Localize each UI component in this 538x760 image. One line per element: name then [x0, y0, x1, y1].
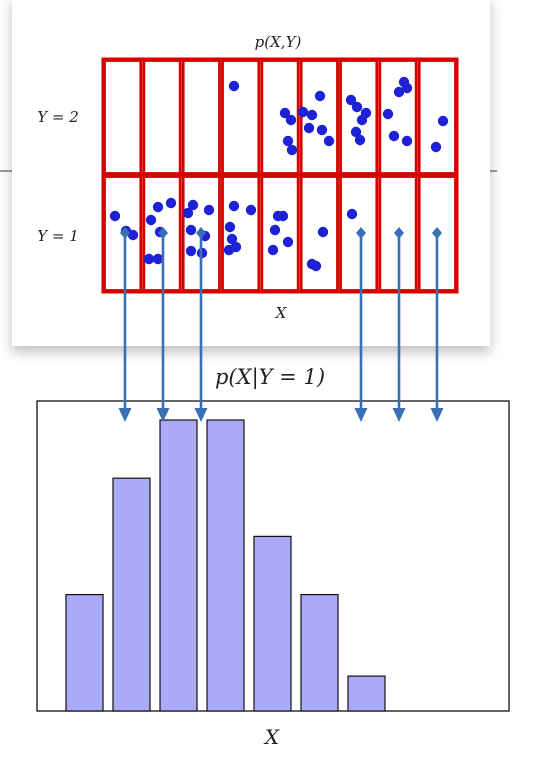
scatter-dot: [279, 107, 291, 119]
scatter-dot: [282, 236, 294, 248]
scatter-dots: [109, 76, 449, 272]
scatter-dot: [187, 199, 199, 211]
scatter-dot: [388, 130, 400, 142]
scatter-dot: [401, 82, 413, 94]
scatter-dot: [152, 253, 164, 265]
conditional-bars: [65, 419, 386, 712]
scatter-dot: [269, 224, 281, 236]
grid-cell-y1: [221, 175, 261, 292]
scatter-dot: [323, 135, 335, 147]
scatter-dot: [203, 204, 215, 216]
mapping-arrow: [118, 227, 132, 422]
mapping-arrow: [354, 227, 368, 422]
grid-cell-y2: [299, 59, 339, 175]
joint-title: p(X,Y): [255, 33, 302, 51]
scatter-dot: [317, 226, 329, 238]
scatter-dot: [310, 260, 322, 272]
scatter-dot: [230, 241, 242, 253]
scatter-dot: [360, 107, 372, 119]
grid-cell-y2: [260, 59, 300, 175]
scatter-dot: [314, 90, 326, 102]
grid-cell-y2: [417, 59, 457, 175]
scatter-dot: [297, 106, 309, 118]
bar-4: [206, 419, 245, 712]
grid-cell-y2: [103, 59, 143, 175]
scatter-dot: [345, 94, 357, 106]
scatter-dot: [303, 122, 315, 134]
scatter-dot: [228, 200, 240, 212]
grid-cell-y2: [378, 59, 418, 175]
scatter-dot: [228, 80, 240, 92]
grid-cell-y2: [339, 59, 379, 175]
grid-cell-y1: [339, 175, 379, 292]
scatter-dot: [143, 253, 155, 265]
conditional-label: p(X|Y = 1): [215, 365, 325, 390]
mapping-arrow: [430, 227, 444, 422]
scatter-dot: [430, 141, 442, 153]
scatter-dot: [145, 214, 157, 226]
grid-cell-y1: [299, 175, 339, 292]
scatter-dot: [286, 144, 298, 156]
bar-6: [300, 593, 339, 712]
scatter-dot: [224, 221, 236, 233]
scatter-dot: [354, 134, 366, 146]
mapping-arrows: [118, 227, 444, 422]
scatter-dot: [401, 135, 413, 147]
scatter-dot: [382, 108, 394, 120]
row-label-y2: Y = 2: [37, 108, 79, 126]
bar-7: [347, 675, 386, 712]
scatter-dot: [226, 233, 238, 245]
scatter-dot: [165, 197, 177, 209]
grid-cell-y1: [103, 175, 143, 292]
scatter-dot: [351, 101, 363, 113]
scatter-dot: [185, 224, 197, 236]
scatter-dot: [285, 114, 297, 126]
scatter-dot: [282, 135, 294, 147]
scatter-dot: [437, 115, 449, 127]
scatter-dot: [346, 208, 358, 220]
grid-cell-y2: [221, 59, 261, 175]
scatter-dot: [267, 244, 279, 256]
scatter-dot: [245, 204, 257, 216]
scatter-dot: [350, 126, 362, 138]
scatter-dot: [109, 210, 121, 222]
bar-5: [253, 535, 292, 712]
scatter-dot: [182, 207, 194, 219]
scatter-dot: [185, 245, 197, 257]
joint-x-label: X: [275, 304, 288, 322]
scatter-dot: [127, 229, 139, 241]
scatter-dot: [152, 201, 164, 213]
scatter-dot: [316, 124, 328, 136]
scatter-dot: [306, 109, 318, 121]
grid-cell-y1: [260, 175, 300, 292]
mapping-arrow: [194, 227, 208, 422]
mapping-arrow: [392, 227, 406, 422]
mapping-arrow: [156, 227, 170, 422]
grid-cell-y2: [181, 59, 221, 175]
scatter-dot: [277, 210, 289, 222]
bar-1: [65, 593, 104, 712]
chart-x-label: X: [263, 725, 280, 749]
bar-2: [112, 477, 151, 712]
scatter-dot: [393, 86, 405, 98]
row-label-y1: Y = 1: [37, 227, 79, 245]
grid-cell-y2: [142, 59, 182, 175]
bar-3: [159, 419, 198, 712]
